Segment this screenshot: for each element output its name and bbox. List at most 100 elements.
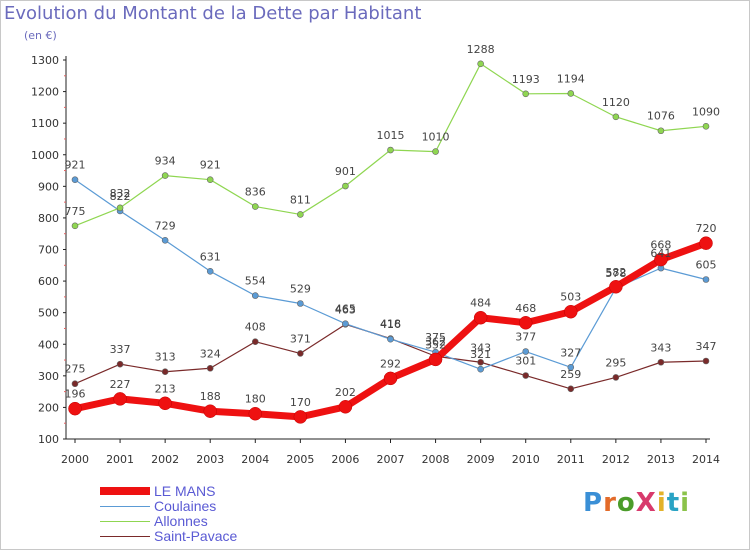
- data-label: 1090: [692, 105, 720, 118]
- data-point: [116, 360, 124, 368]
- data-label: 729: [155, 219, 176, 232]
- x-tick-label: 2010: [512, 453, 540, 466]
- data-label: 641: [650, 247, 671, 260]
- data-label: 227: [110, 378, 131, 391]
- data-label: 327: [560, 346, 581, 359]
- y-tick-label: 600: [38, 275, 59, 288]
- data-point: [206, 176, 214, 184]
- logo-letter: X: [635, 488, 657, 518]
- data-point: [518, 316, 533, 330]
- data-point: [251, 338, 259, 346]
- data-label: 1120: [602, 96, 630, 109]
- data-point: [251, 203, 259, 210]
- data-label: 295: [605, 356, 626, 369]
- data-label: 301: [515, 355, 536, 368]
- y-tick-label: 1200: [31, 86, 59, 99]
- data-point: [657, 127, 665, 135]
- data-point: [293, 410, 308, 424]
- legend-swatch-saint-pavace: [100, 536, 150, 537]
- data-label: 465: [335, 303, 356, 316]
- data-label: 811: [290, 193, 311, 206]
- data-point: [477, 358, 484, 366]
- legend-swatch-le-mans: [100, 487, 150, 495]
- data-label: 352: [425, 338, 446, 351]
- x-tick-label: 2004: [241, 453, 269, 466]
- data-point: [297, 350, 304, 357]
- data-label: 901: [335, 165, 356, 178]
- data-label: 371: [290, 332, 311, 345]
- logo-letter: o: [616, 488, 636, 518]
- legend-item-coulaines: Coulaines: [100, 499, 360, 514]
- x-tick-label: 2002: [151, 453, 179, 466]
- data-point: [161, 237, 169, 244]
- data-label: 196: [65, 388, 86, 401]
- x-tick-label: 2009: [467, 453, 495, 466]
- data-point: [342, 320, 349, 328]
- data-point: [68, 401, 82, 416]
- data-label: 324: [200, 347, 221, 360]
- data-label: 1010: [422, 131, 450, 144]
- data-label: 484: [470, 297, 491, 310]
- proxiti-logo: ProXiti: [583, 488, 690, 518]
- data-label: 822: [110, 190, 131, 203]
- x-tick-label: 2000: [61, 453, 89, 466]
- data-point: [522, 348, 530, 355]
- data-point: [609, 280, 623, 294]
- data-label: 180: [245, 393, 266, 406]
- data-label: 408: [245, 321, 266, 334]
- data-point: [657, 358, 665, 366]
- data-label: 1076: [647, 110, 675, 123]
- logo-letter: i: [680, 488, 691, 518]
- x-tick-label: 2014: [692, 453, 720, 466]
- data-label: 720: [696, 222, 717, 235]
- y-tick-label: 800: [38, 212, 59, 225]
- legend-item-saint-pavace: Saint-Pavace: [100, 529, 360, 544]
- data-point: [338, 400, 353, 414]
- data-label: 202: [335, 386, 356, 399]
- data-point: [113, 392, 127, 406]
- y-tick-label: 1000: [31, 149, 59, 162]
- data-point: [342, 182, 349, 190]
- data-point: [522, 372, 530, 379]
- data-point: [206, 267, 214, 275]
- data-label: 775: [65, 205, 86, 218]
- data-label: 554: [245, 275, 266, 288]
- data-point: [71, 176, 79, 184]
- data-label: 343: [650, 341, 671, 354]
- y-tick-label: 1100: [31, 117, 59, 130]
- x-tick-label: 2011: [557, 453, 585, 466]
- logo-letter: r: [603, 488, 617, 518]
- data-label: 832: [110, 187, 131, 200]
- data-point: [387, 335, 394, 343]
- legend-label-le-mans: LE MANS: [154, 483, 216, 499]
- chart-unit-label: (en €): [24, 29, 57, 42]
- data-label: 582: [605, 266, 626, 279]
- data-label: 668: [650, 239, 671, 252]
- data-label: 292: [380, 357, 401, 370]
- data-point: [567, 90, 575, 97]
- data-point: [383, 371, 398, 386]
- data-point: [206, 364, 214, 372]
- x-tick-label: 2008: [422, 453, 450, 466]
- legend-item-allonnes: Allonnes: [100, 514, 360, 529]
- data-point: [116, 204, 124, 212]
- data-point: [71, 380, 79, 388]
- legend-label-saint-pavace: Saint-Pavace: [154, 528, 238, 544]
- data-point: [564, 304, 578, 319]
- data-point: [567, 385, 575, 393]
- data-label: 362: [425, 335, 446, 348]
- legend-swatch-coulaines: [100, 506, 150, 507]
- data-point: [702, 276, 710, 283]
- data-label: 337: [110, 343, 131, 356]
- y-tick-label: 900: [38, 180, 59, 193]
- y-tick-label: 500: [38, 307, 59, 320]
- data-point: [612, 374, 620, 381]
- x-tick-label: 2003: [196, 453, 224, 466]
- logo-letter: P: [583, 488, 604, 518]
- data-label: 463: [335, 303, 356, 316]
- chart-title: Evolution du Montant de la Dette par Hab…: [4, 3, 422, 24]
- data-label: 418: [380, 318, 401, 331]
- legend-swatch-allonnes: [100, 521, 150, 522]
- data-point: [428, 352, 443, 367]
